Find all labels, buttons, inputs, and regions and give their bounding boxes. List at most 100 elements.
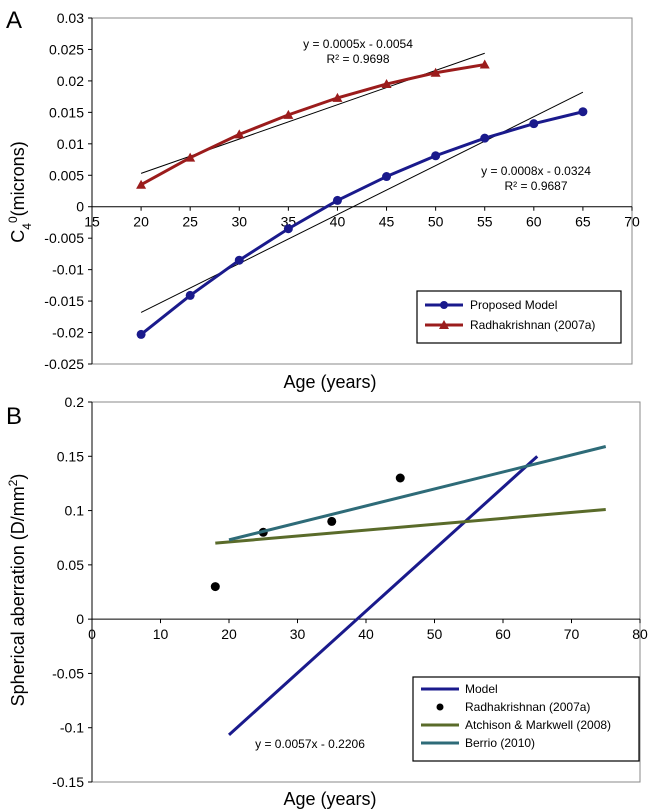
data-point: [185, 152, 196, 162]
panel-a-eq2-line2: R² = 0.9687: [504, 179, 567, 193]
panel-b-x-tick-label: 60: [495, 626, 511, 642]
svg-text:Spherical aberration (D/mm2): Spherical aberration (D/mm2): [6, 474, 28, 707]
series-line: [140, 63, 485, 187]
panel-a-legend: Proposed Model Radhakrishnan (2007a): [416, 290, 622, 344]
panel-b-legend-box: [412, 676, 640, 762]
legend-marker-proposed-model: [440, 301, 448, 309]
data-point: [382, 172, 392, 182]
panel-a-y-tick-label: 0.025: [49, 41, 84, 57]
data-point: [578, 107, 588, 117]
data-point: [327, 516, 337, 526]
panel-b-eq1: y = 0.0057x - 0.2206: [255, 737, 365, 751]
panel-a-ylabel-rest: (microns): [8, 141, 28, 216]
panel-a-y-axis-title: C40(microns): [6, 141, 34, 242]
panel-a-legend-box: [416, 290, 622, 344]
data-point: [210, 582, 220, 592]
legend-marker-radhakrishnan-b: [436, 703, 444, 711]
data-point: [332, 92, 343, 102]
panel-a-x-axis-title: Age (years): [283, 372, 376, 392]
panel-b-y-tick-label: -0.15: [52, 774, 84, 790]
data-point: [283, 109, 294, 119]
panel-b-label: B: [6, 403, 22, 430]
panel-a-x-tick-label: 50: [428, 214, 444, 230]
panel-a-y-tick-label: 0.015: [49, 104, 84, 120]
series-line: [140, 110, 584, 336]
panel-a-eq2-line1: y = 0.0008x - 0.0324: [481, 164, 591, 178]
legend-label-atchison: Atchison & Markwell (2008): [465, 718, 611, 732]
legend-label-radhakrishnan-b: Radhakrishnan (2007a): [465, 700, 590, 714]
data-point: [431, 151, 441, 161]
data-point: [479, 59, 490, 69]
panel-b-y-tick-label: 0.15: [57, 448, 84, 464]
panel-a-y-tick-label: -0.02: [52, 325, 84, 341]
panel-b-y-tick-label: -0.1: [60, 720, 84, 736]
data-point: [480, 133, 490, 143]
panel-a-x-tick-label: 20: [133, 214, 149, 230]
panel-b-y-tick-label: 0.2: [65, 394, 85, 410]
legend-label-model: Model: [465, 682, 498, 696]
panel-a-x-tick-label: 45: [379, 214, 395, 230]
panel-a-eq1-line2: R² = 0.9698: [326, 52, 389, 66]
data-point: [136, 179, 147, 189]
data-point: [234, 129, 245, 139]
panel-b-y-tick-label: 0.05: [57, 557, 84, 573]
panel-a-y-tick-label: -0.005: [44, 230, 84, 246]
series-line: [215, 507, 606, 545]
panel-a-ylabel-sub: 4: [20, 223, 34, 230]
panel-a-y-tick-label: -0.01: [52, 262, 84, 278]
panel-b-y-axis-title: Spherical aberration (D/mm2): [6, 474, 28, 707]
data-point: [136, 329, 146, 339]
panel-a-y-tick-label: 0.005: [49, 167, 84, 183]
panel-b-ylabel-sup: 2: [6, 479, 20, 486]
data-point: [234, 255, 244, 265]
panel-a-ylabel-sup: 0: [6, 216, 20, 223]
panel-b-y-tick-label: 0: [76, 611, 84, 627]
panel-a-x-tick-label: 55: [477, 214, 493, 230]
series-line: [228, 445, 607, 542]
data-point: [332, 195, 342, 205]
panel-b-x-tick-label: 50: [427, 626, 443, 642]
data-point: [430, 67, 441, 77]
svg-text:C40(microns): C40(microns): [6, 141, 34, 242]
panel-b-x-tick-label: 10: [153, 626, 169, 642]
panel-a-ylabel-main: C: [8, 230, 28, 243]
data-point: [395, 473, 405, 483]
legend-marker-radhakrishnan: [439, 320, 449, 329]
panel-b: B 0.2 0.15 0.1 0.05 0 -0.05 -0.1 -0.15 0 10 20 30 4…: [6, 394, 648, 809]
legend-label-radhakrishnan: Radhakrishnan (2007a): [470, 318, 595, 332]
panel-a-label: A: [6, 7, 22, 34]
panel-a-y-tick-label: -0.025: [44, 356, 84, 372]
data-point: [283, 224, 293, 234]
panel-a-y-tick-label: -0.015: [44, 293, 84, 309]
panel-a-x-tick-label: 25: [182, 214, 198, 230]
panel-b-x-tick-label: 30: [290, 626, 306, 642]
panel-a-x-ticks: 15 20 25 30 35 40 45 50 55 60 65 70: [84, 206, 640, 230]
panel-a-y-tick-label: 0.01: [57, 136, 84, 152]
data-point: [529, 119, 539, 129]
panel-b-y-ticks: 0.2 0.15 0.1 0.05 0 -0.05 -0.1 -0.15: [52, 394, 92, 790]
legend-label-berrio: Berrio (2010): [465, 736, 535, 750]
panel-a-x-tick-label: 65: [575, 214, 591, 230]
panel-b-ylabel-close: ): [8, 474, 28, 480]
panel-a-series: [136, 59, 588, 339]
data-point: [185, 290, 195, 300]
panel-b-y-tick-label: 0.1: [65, 503, 85, 519]
panel-b-ylabel-main: Spherical aberration (D/mm: [8, 486, 28, 706]
panel-a-y-ticks: 0.03 0.025 0.02 0.015 0.01 0.005 0 -0.005 -0.01 -…: [44, 10, 92, 372]
panel-b-y-tick-label: -0.05: [52, 665, 84, 681]
panel-b-x-tick-label: 20: [221, 626, 237, 642]
panel-b-x-axis-title: Age (years): [283, 789, 376, 809]
panel-b-legend: Model Radhakrishnan (2007a) Atchison & M…: [412, 676, 640, 762]
series-line: [227, 455, 539, 736]
data-point: [381, 79, 392, 89]
panel-a: A 0.03 0.025 0.02 0.015 0.01 0.005 0 -0.005 -0.0…: [6, 7, 640, 392]
panel-a-y-tick-label: 0.02: [57, 73, 84, 89]
panel-a-y-tick-label: 0: [76, 199, 84, 215]
panel-a-x-tick-label: 40: [330, 214, 346, 230]
panel-a-x-tick-label: 30: [231, 214, 247, 230]
panel-b-x-ticks: 01020304050607080: [88, 619, 648, 642]
panel-a-x-tick-label: 70: [624, 214, 640, 230]
trendline: [140, 91, 584, 313]
panel-a-x-tick-label: 60: [526, 214, 542, 230]
